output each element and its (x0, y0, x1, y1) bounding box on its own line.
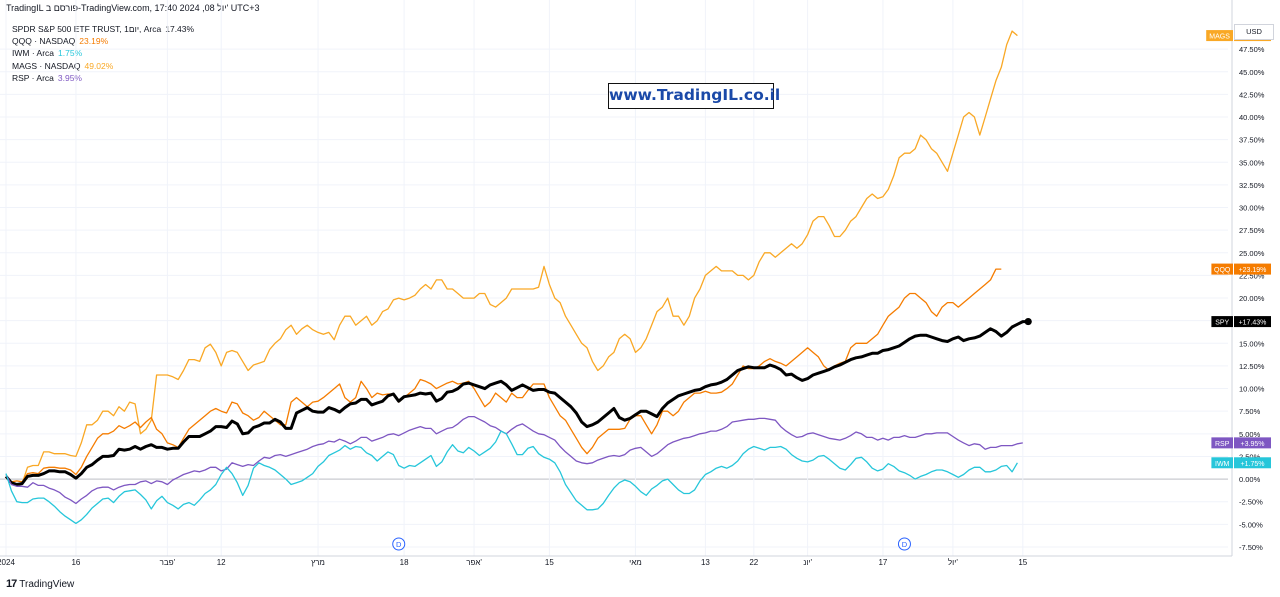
y-tick-label: 5.00% (1239, 430, 1261, 439)
badge-value-bg (1234, 316, 1271, 328)
badge-name-iwm: IWM (1215, 461, 1230, 468)
series-line-iwm (5, 430, 1018, 525)
x-tick-label: 12 (217, 558, 226, 567)
legend-row-iwm[interactable]: IWM · Arca 1.75% (12, 47, 194, 59)
y-tick-label: 37.50% (1239, 136, 1265, 145)
y-tick-label: 10.00% (1239, 385, 1265, 394)
x-tick-label: 22 (749, 558, 758, 567)
x-tick-label: יול' (948, 558, 958, 567)
legend-label: QQQ · NASDAQ (12, 36, 76, 47)
chart-header: TradingIL פורסם ב-TradingView.com, 17:40… (6, 3, 260, 13)
legend-value: 3.95% (57, 72, 82, 83)
badge-value-bg (1234, 263, 1271, 275)
x-tick-label: מאי (629, 558, 642, 567)
legend-row-mags[interactable]: MAGS · NASDAQ 49.02% (12, 60, 194, 72)
dividend-marker (392, 537, 406, 551)
y-tick-label: 40.00% (1239, 113, 1265, 122)
x-tick-label: יונ' (803, 558, 812, 567)
y-tick-label: 25.00% (1239, 249, 1265, 258)
y-tick-label: 35.00% (1239, 158, 1265, 167)
badge-name-rsp: RSP (1215, 441, 1230, 448)
legend-value: 1.75% (58, 48, 83, 59)
footer-brand: TradingView (19, 579, 75, 590)
badge-value-spy: +17.43% (1239, 320, 1267, 327)
y-tick-label: -5.00% (1239, 520, 1263, 529)
badge-name-spy: SPY (1215, 320, 1229, 327)
legend-row-spy[interactable]: SPDR S&P 500 ETF TRUST, 1יום, Arca 17.43% (12, 23, 194, 35)
legend-label: SPDR S&P 500 ETF TRUST, 1יום, Arca (12, 24, 162, 34)
legend-row-rsp[interactable]: RSP · Arca 3.95% (12, 72, 194, 84)
y-tick-label: 42.50% (1239, 90, 1265, 99)
y-tick-label: 12.50% (1239, 362, 1265, 371)
badge-value-iwm: +1.75% (1241, 461, 1265, 468)
x-tick-label: 15 (1018, 558, 1027, 567)
dividend-marker-label: D (396, 540, 402, 549)
x-tick-label: מרץ (311, 558, 325, 567)
price-axis: -7.50% -5.00% -2.50% 0.00% 2.50% 5.00% 7.50% 10… (1231, 0, 1265, 556)
badge-name-qqq: QQQ (1214, 267, 1231, 274)
badge-name-mags: MAGS (1209, 34, 1230, 41)
x-tick-label: 18 (400, 558, 409, 567)
x-tick-label: 2024 (0, 558, 15, 567)
currency-button[interactable]: USD (1234, 24, 1274, 40)
x-tick-label: 16 (71, 558, 80, 567)
y-tick-label: 20.00% (1239, 294, 1265, 303)
legend-label: IWM · Arca (12, 48, 55, 59)
legend-row-qqq[interactable]: QQQ · NASDAQ 23.19% (12, 35, 194, 47)
legend-value: 23.19% (79, 36, 109, 47)
tradingview-logo-icon: 17 (6, 578, 17, 590)
dividend-marker-label: D (902, 540, 908, 549)
x-tick-label: 13 (701, 558, 710, 567)
y-tick-label: 30.00% (1239, 204, 1265, 213)
badge-name-bg (1211, 437, 1233, 449)
series-line-mags (5, 30, 1018, 485)
x-tick-label: 15 (545, 558, 554, 567)
y-tick-label: -2.50% (1239, 498, 1263, 507)
series-line-rsp (5, 415, 1023, 505)
x-tick-label: אפר' (466, 558, 482, 567)
badge-name-bg (1206, 30, 1233, 42)
series-end-dot-spy (1024, 317, 1032, 326)
legend-value: 49.02% (84, 60, 114, 71)
badge-name-bg (1211, 316, 1233, 328)
dividend-marker (897, 537, 911, 551)
y-tick-label: 2.50% (1239, 452, 1261, 461)
badge-value-qqq: +23.19% (1239, 267, 1267, 274)
badge-value-bg (1234, 437, 1271, 449)
badge-value-bg (1234, 457, 1271, 469)
badge-value-rsp: +3.95% (1241, 441, 1265, 448)
y-tick-label: 22.50% (1239, 271, 1265, 280)
badge-name-bg (1211, 457, 1233, 469)
x-tick-label: פבר' (160, 558, 176, 567)
legend: SPDR S&P 500 ETF TRUST, 1יום, Arca 17.43%… (12, 23, 194, 84)
y-tick-label: 7.50% (1239, 407, 1261, 416)
y-tick-label: 32.50% (1239, 181, 1265, 190)
series-layer (4, 30, 1032, 525)
time-axis: 2024 16 פבר' 12 מרץ 18 אפר' 15 מאי 13 22 יונ' 17 יול'… (0, 555, 1232, 567)
legend-label: MAGS · NASDAQ (12, 60, 81, 71)
series-line-spy (4, 320, 1029, 486)
y-tick-label: 0.00% (1239, 475, 1261, 484)
y-tick-label: 45.00% (1239, 68, 1265, 77)
y-tick-label: 47.50% (1239, 45, 1265, 54)
footer: 17 TradingView (6, 578, 74, 590)
y-tick-label: 15.00% (1239, 339, 1265, 348)
legend-label: RSP · Arca (12, 72, 54, 83)
x-tick-label: 17 (878, 558, 887, 567)
y-tick-label: -7.50% (1239, 543, 1263, 552)
watermark: www.TradingIL.co.il (608, 83, 780, 109)
badge-name-bg (1211, 263, 1233, 275)
y-tick-label: 27.50% (1239, 226, 1265, 235)
legend-value: 17.43% (165, 24, 195, 34)
